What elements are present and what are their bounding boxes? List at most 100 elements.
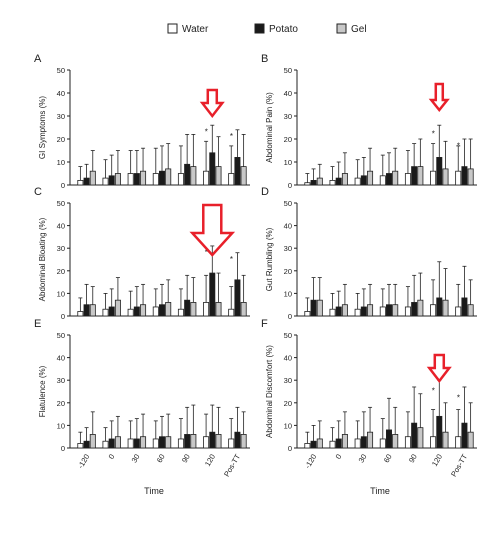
bar-water [329, 440, 336, 449]
significance-mark: * [205, 128, 208, 137]
bar-potato [184, 434, 191, 449]
panel-a: A 0 10 20 30 40 50 GI Symptoms (%) * * [34, 53, 250, 190]
panel-f: F 0 10 20 30 40 50 Abdominal Discomfort (%) -120… [261, 318, 477, 478]
bar-potato [335, 177, 342, 186]
bar-gel [467, 431, 474, 449]
x-tick-label: Pos-TT [449, 452, 469, 478]
y-tick-label: 0 [61, 181, 65, 190]
x-axis-title-left: Time [144, 486, 164, 496]
bar-gel [316, 438, 323, 449]
bar-gel [240, 302, 247, 317]
bar-water [102, 308, 109, 317]
x-tick-label: Pos-TT [222, 452, 242, 478]
bar-potato [158, 170, 165, 186]
y-tick-label: 30 [284, 112, 292, 121]
bar-water [228, 173, 235, 186]
bar-potato [133, 438, 140, 449]
legend: Water Potato Gel [167, 23, 367, 35]
y-tick-label: 10 [57, 158, 65, 167]
x-tick-label: -120 [303, 453, 318, 471]
bar-potato [436, 415, 443, 449]
y-tick-label: 50 [57, 199, 65, 208]
bar-potato [411, 166, 418, 186]
y-tick-label: 10 [284, 158, 292, 167]
y-axis-label: GI Symptoms (%) [38, 96, 47, 159]
significance-mark: * [457, 141, 460, 150]
bar-potato [385, 304, 392, 317]
bar-potato [360, 436, 367, 449]
bar-potato [108, 306, 115, 317]
bar-water [430, 170, 437, 186]
y-axis-label: Gut Rumbling (%) [265, 227, 274, 291]
bar-water [354, 438, 361, 449]
bar-water [102, 177, 109, 186]
bar-water [152, 438, 159, 449]
bar-potato [108, 175, 115, 186]
bar-gel [140, 170, 147, 186]
bar-water [177, 308, 184, 317]
y-tick-label: 20 [57, 135, 65, 144]
bar-water [379, 438, 386, 449]
y-axis-label: Abdominal Pain (%) [265, 92, 274, 163]
bar-water [127, 173, 134, 186]
annotation-arrow [428, 82, 450, 113]
bar-potato [209, 152, 216, 186]
y-tick-label: 0 [61, 444, 65, 453]
y-tick-label: 30 [57, 112, 65, 121]
x-tick-label: 30 [357, 453, 369, 465]
bar-water [455, 436, 462, 449]
bar-potato [310, 299, 317, 317]
bar-potato [310, 179, 317, 186]
bar-water [127, 438, 134, 449]
bar-potato [335, 306, 342, 317]
bar-gel [392, 304, 399, 317]
bar-potato [436, 156, 443, 186]
bar-potato [83, 440, 90, 449]
annotation-arrow [426, 353, 452, 384]
bar-gel [215, 434, 222, 449]
bar-gel [215, 166, 222, 186]
panel-letter: C [34, 186, 42, 198]
x-tick-label: 60 [382, 453, 394, 465]
y-axis-label: Abdominal Bloating (%) [38, 217, 47, 301]
bar-gel [467, 168, 474, 186]
bar-potato [133, 306, 140, 317]
bar-potato [234, 279, 241, 317]
legend-label-gel: Gel [351, 24, 367, 35]
panel-c: C 0 10 20 30 40 50 Abdominal Bloating (%) * * [34, 186, 250, 321]
bar-potato [158, 304, 165, 317]
significance-mark: * [230, 132, 233, 141]
bar-gel [140, 436, 147, 449]
x-tick-label: 0 [334, 453, 344, 461]
bar-gel [417, 299, 424, 317]
y-tick-label: 40 [57, 89, 65, 98]
bar-water [177, 173, 184, 186]
bar-water [404, 173, 411, 186]
bar-gel [316, 299, 323, 317]
significance-mark: * [230, 255, 233, 264]
bar-potato [133, 173, 140, 186]
panel-letter: E [34, 318, 41, 330]
bar-gel [341, 173, 348, 186]
bar-gel [89, 434, 96, 449]
y-tick-label: 20 [284, 399, 292, 408]
annotation-arrow [189, 203, 236, 257]
bar-water [404, 306, 411, 317]
significance-mark: * [432, 386, 435, 395]
y-tick-label: 50 [284, 331, 292, 340]
y-tick-label: 10 [284, 289, 292, 298]
bar-potato [411, 302, 418, 317]
bar-potato [209, 431, 216, 449]
bar-gel [442, 168, 449, 186]
bar-gel [442, 431, 449, 449]
bar-gel [190, 434, 197, 449]
legend-swatch-water [167, 23, 178, 34]
significance-mark: * [205, 248, 208, 257]
legend-label-potato: Potato [269, 24, 298, 35]
y-tick-label: 50 [57, 331, 65, 340]
bar-water [455, 170, 462, 186]
bar-water [228, 308, 235, 317]
bar-gel [392, 434, 399, 449]
bar-gel [316, 177, 323, 186]
